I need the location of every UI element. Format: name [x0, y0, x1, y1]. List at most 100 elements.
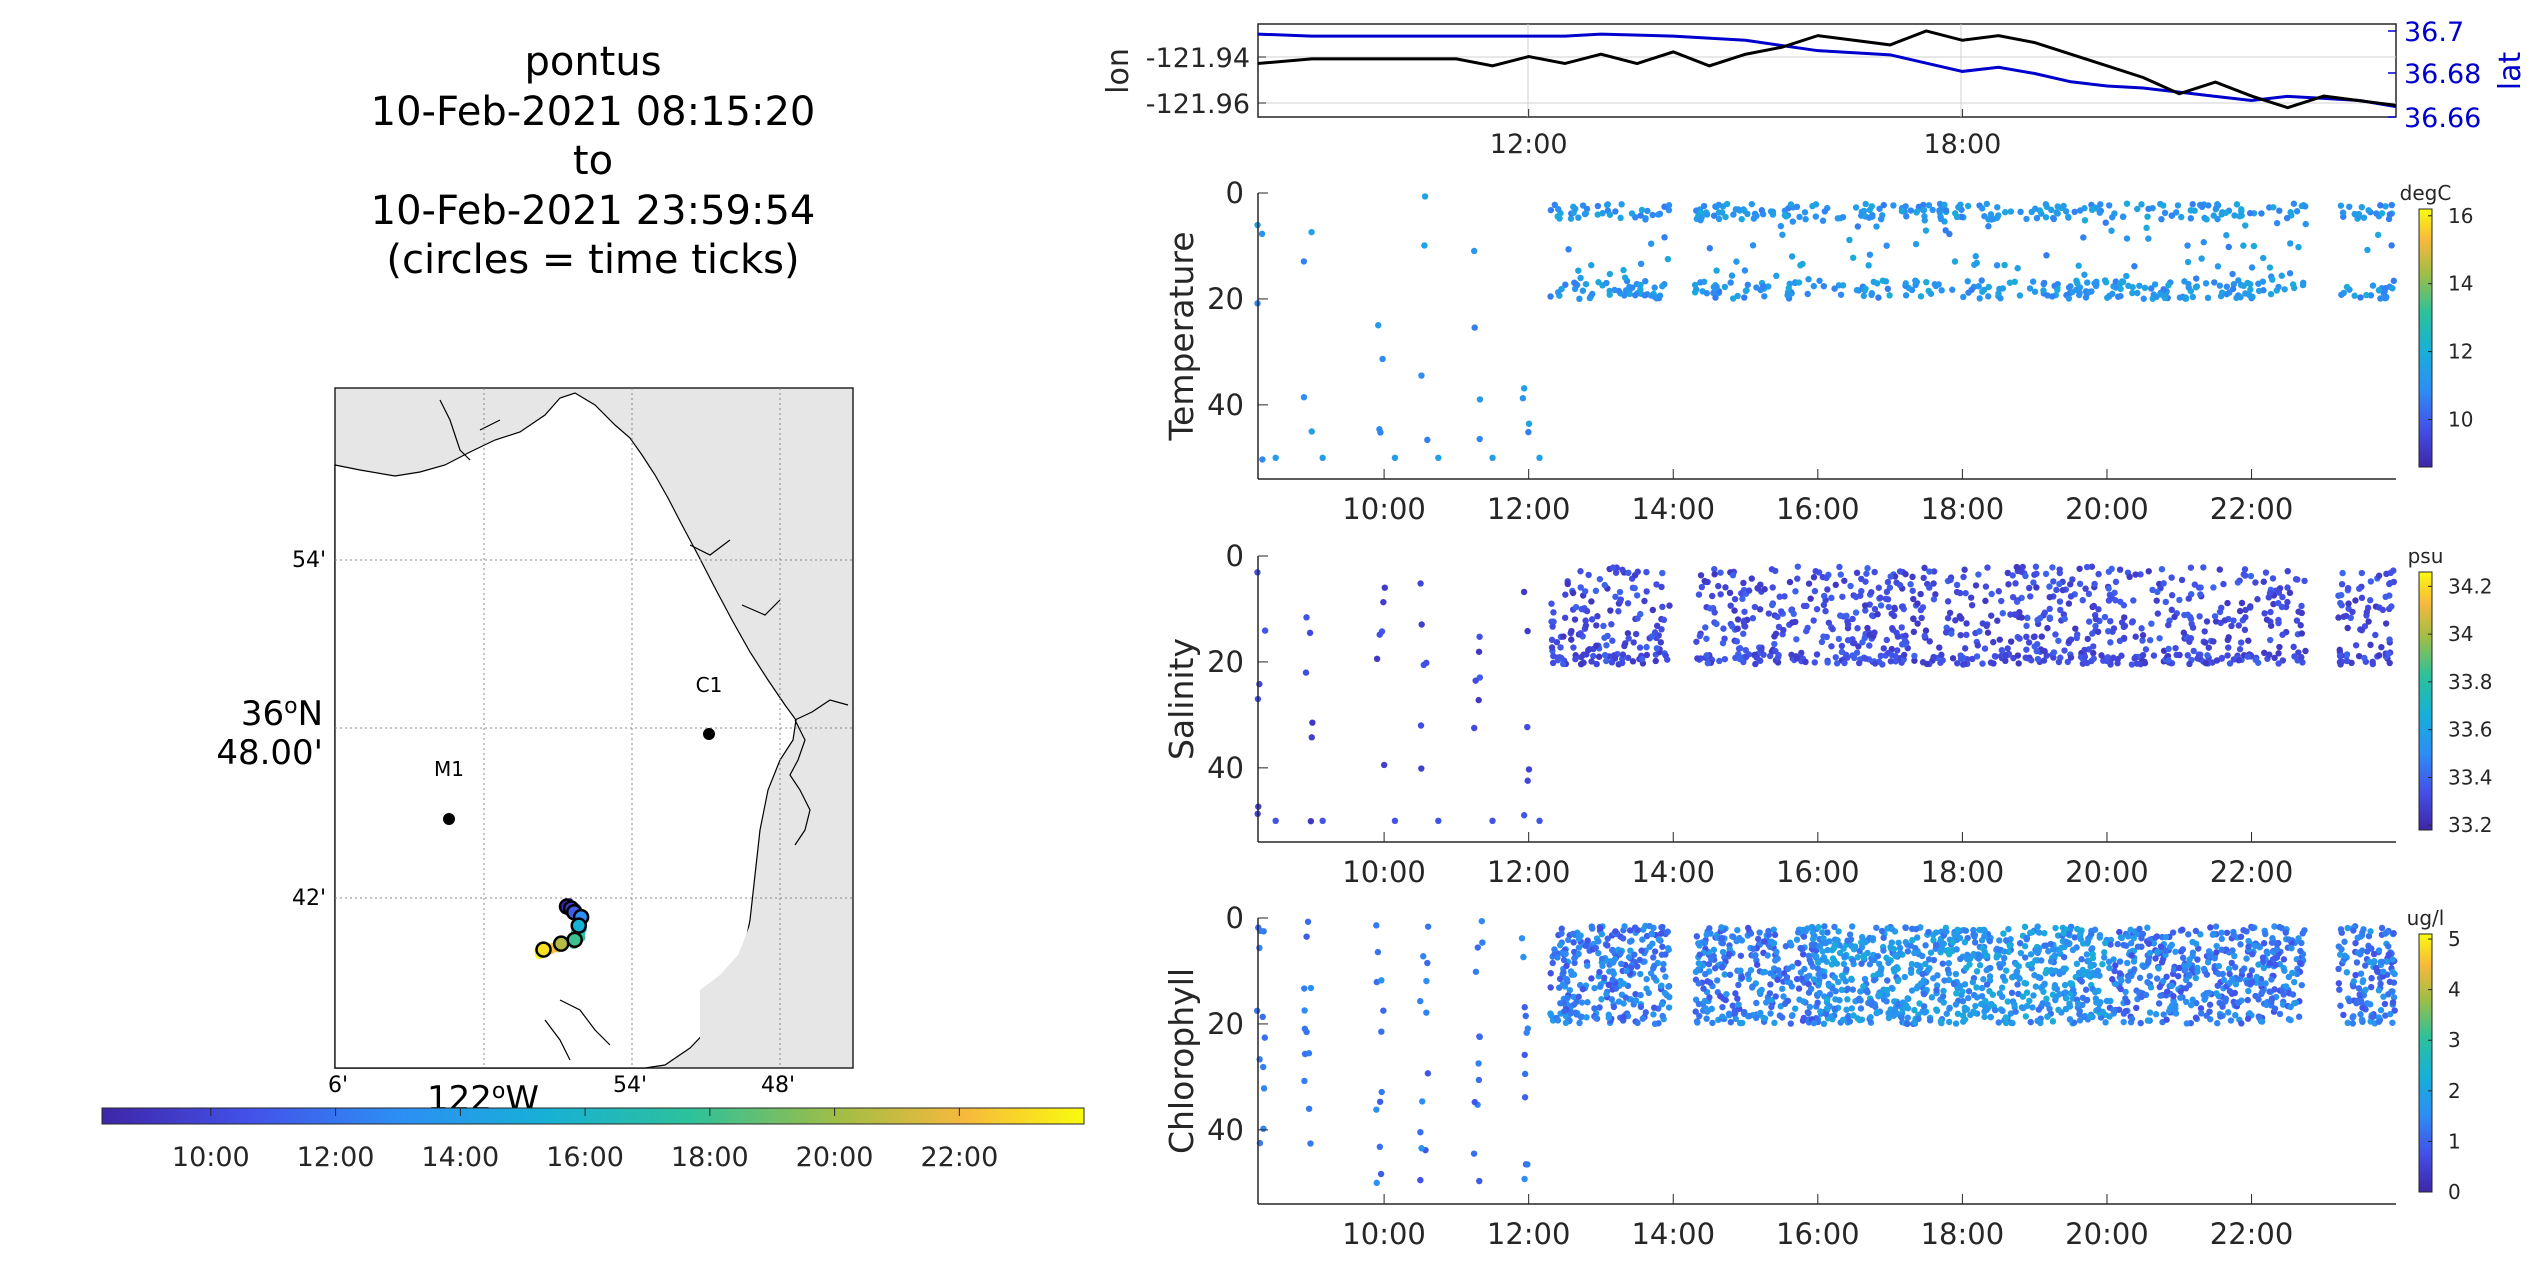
data-point: [2138, 201, 2145, 208]
data-point: [1849, 615, 1856, 623]
data-point: [2050, 578, 2057, 585]
data-point: [2238, 599, 2246, 607]
data-point: [1418, 765, 1425, 772]
data-point: [1378, 1028, 1385, 1035]
data-point: [2016, 940, 2024, 947]
data-point: [1553, 638, 1561, 646]
data-point: [1549, 659, 1557, 667]
data-point: [1834, 215, 1842, 222]
data-point: [2104, 654, 2111, 661]
data-point: [2230, 617, 2237, 624]
data-point: [1812, 567, 1819, 575]
data-point: [1729, 623, 1736, 630]
data-point: [1818, 638, 1826, 646]
data-point: [1594, 613, 1601, 620]
data-point: [1734, 625, 1741, 632]
data-point: [2103, 997, 2111, 1005]
data-point: [1723, 990, 1730, 998]
data-point: [2027, 1018, 2034, 1026]
data-point: [1880, 201, 1887, 209]
data-point: [1424, 923, 1432, 930]
data-point: [2253, 973, 2261, 981]
data-point: [2009, 593, 2017, 601]
data-point: [1917, 293, 1925, 300]
data-point: [2031, 633, 2038, 640]
data-point: [1905, 995, 1912, 1003]
data-point: [2196, 613, 2203, 620]
data-point: [1659, 1012, 1666, 1020]
data-point: [1694, 655, 1701, 662]
data-point: [1637, 212, 1644, 219]
data-point: [2132, 633, 2139, 640]
data-point: [2259, 954, 2267, 961]
data-point: [2041, 647, 2048, 655]
data-point: [1692, 1008, 1699, 1015]
data-point: [2192, 1014, 2200, 1021]
data-point: [2204, 294, 2212, 302]
data-point: [2034, 616, 2041, 624]
data-point: [1601, 634, 1608, 641]
data-point: [1797, 262, 1804, 269]
data-point: [2293, 617, 2301, 624]
data-point: [1522, 1012, 1529, 1020]
data-point: [2075, 291, 2083, 299]
data-point: [2223, 929, 2231, 936]
data-point: [1794, 563, 1802, 570]
data-point: [2379, 606, 2387, 614]
data-point: [2336, 646, 2343, 654]
data-point: [2160, 1011, 2167, 1018]
time-colorbar-tick-label: 10:00: [172, 1142, 250, 1173]
data-point: [1582, 210, 1590, 217]
data-point: [1665, 206, 1673, 214]
data-point: [1795, 985, 1803, 992]
data-point: [1784, 997, 1792, 1005]
data-point: [2117, 985, 2124, 993]
data-point: [1596, 983, 1604, 990]
data-point: [2279, 593, 2286, 601]
data-point: [2225, 1009, 2232, 1016]
data-point: [1639, 926, 1647, 933]
data-point: [2232, 981, 2240, 988]
colorbar-tick-label: 12: [2448, 340, 2473, 364]
data-point: [2038, 957, 2045, 964]
data-point: [1855, 659, 1863, 667]
data-point: [1565, 246, 1572, 253]
data-point: [1801, 209, 1809, 216]
data-point: [1756, 606, 1764, 613]
data-point: [2006, 279, 2014, 286]
data-point: [2262, 980, 2269, 987]
data-point: [1584, 962, 1591, 969]
data-point: [2163, 1016, 2170, 1023]
data-point: [1577, 932, 1584, 939]
data-point: [1941, 201, 1948, 209]
data-point: [1971, 261, 1978, 268]
data-point: [1987, 659, 1995, 666]
data-point: [2187, 1001, 2195, 1009]
data-point: [1800, 998, 1807, 1005]
data-point: [1637, 970, 1644, 978]
data-point: [1902, 924, 1910, 932]
data-point: [1889, 625, 1896, 632]
data-point: [1652, 657, 1659, 665]
data-point: [2044, 1013, 2051, 1020]
data-point: [2355, 652, 2363, 660]
data-point: [1575, 950, 1582, 958]
data-point: [2019, 563, 2026, 571]
data-point: [2172, 1005, 2179, 1012]
data-point: [1795, 960, 1802, 967]
data-point: [2060, 202, 2067, 210]
data-point: [2049, 564, 2056, 571]
data-point: [1940, 940, 1947, 947]
data-point: [2335, 965, 2342, 973]
data-point: [2386, 659, 2393, 667]
data-point: [2205, 989, 2213, 997]
data-point: [1774, 654, 1782, 661]
data-point: [2218, 946, 2225, 953]
data-point: [1824, 946, 1831, 954]
data-point: [2210, 638, 2217, 645]
data-point: [2358, 626, 2366, 634]
data-point: [1860, 292, 1868, 300]
data-point: [1854, 223, 1862, 230]
data-point: [1836, 997, 1843, 1004]
